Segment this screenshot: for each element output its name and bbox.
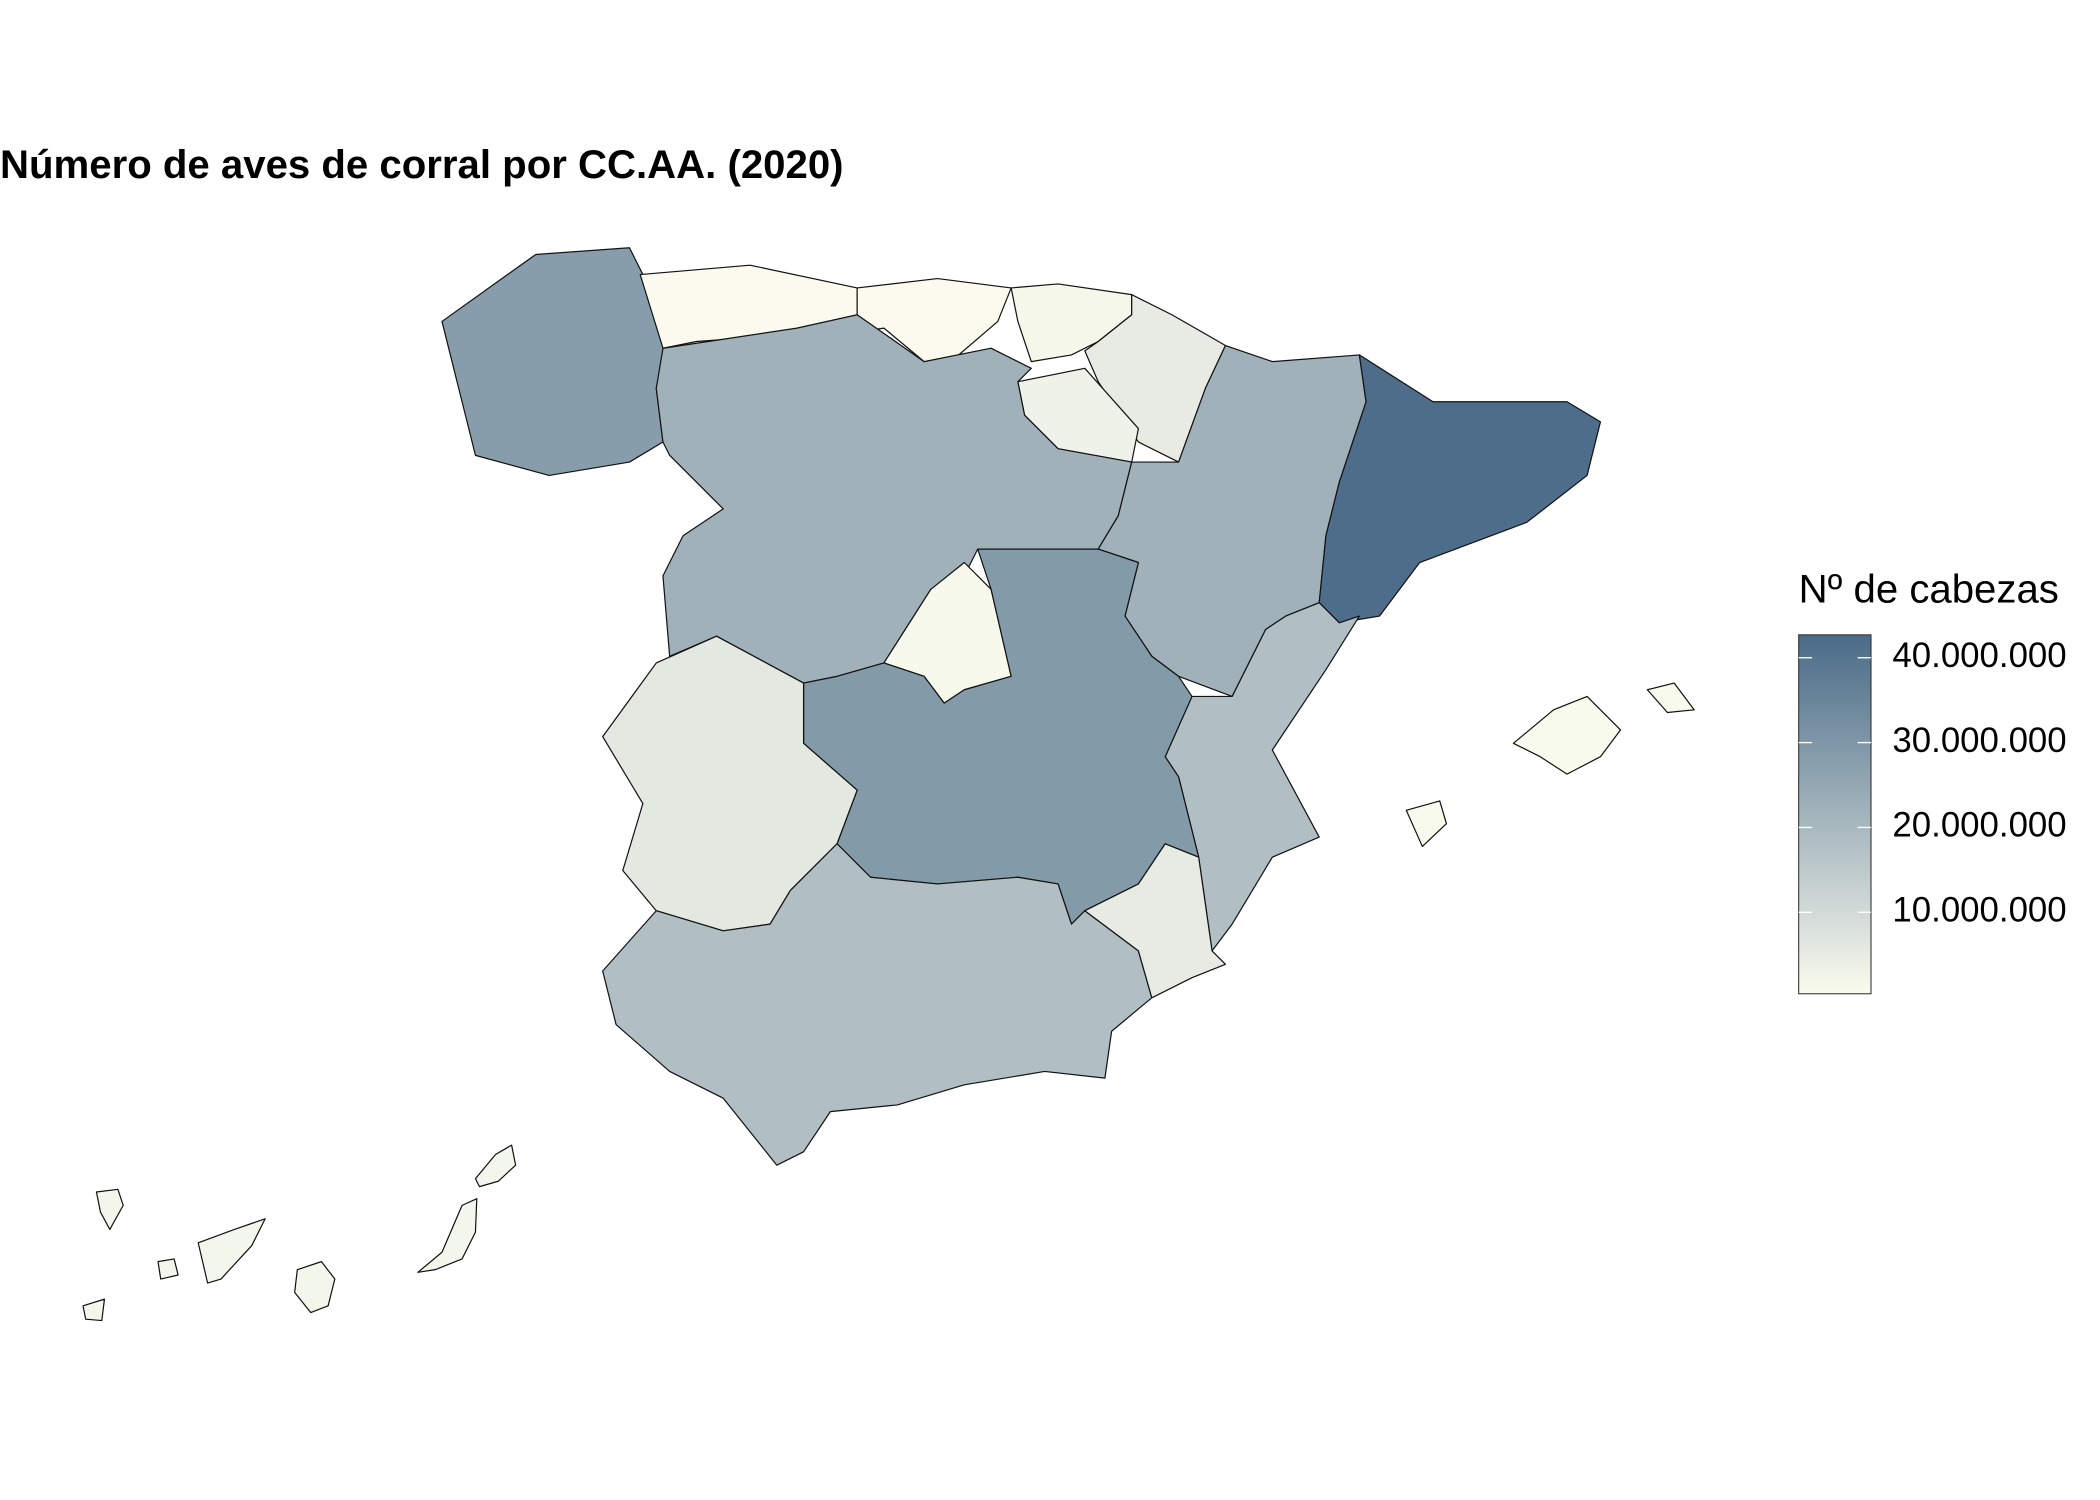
region	[82, 1144, 517, 1322]
tick-label: 40.000.000	[1892, 636, 2066, 675]
tick-label: 10.000.000	[1892, 891, 2066, 930]
tick-label: 20.000.000	[1892, 806, 2066, 845]
tick-label: 30.000.000	[1892, 721, 2066, 760]
region	[441, 247, 671, 477]
region	[1084, 294, 1227, 463]
colorbar	[1798, 634, 1872, 995]
map-title: Número de aves de corral por CC.AA. (202…	[0, 142, 844, 187]
region	[1318, 354, 1602, 624]
region	[1084, 843, 1227, 999]
region	[1405, 682, 1695, 848]
legend-title: Nº de cabezas	[1799, 567, 2059, 612]
region	[602, 843, 1153, 1166]
